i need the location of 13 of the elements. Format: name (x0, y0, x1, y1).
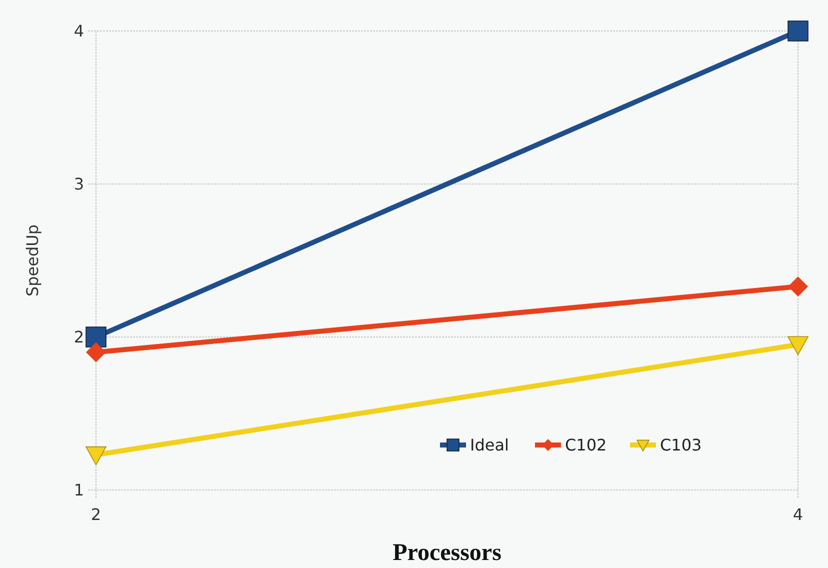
legend-label: C102 (565, 436, 607, 455)
y-tick-label: 2 (74, 328, 84, 347)
legend-label: Ideal (470, 436, 509, 455)
y-tick-label: 4 (74, 22, 84, 41)
legend-label: C103 (660, 436, 702, 455)
point (788, 276, 808, 297)
y-tick-label: 3 (74, 174, 84, 194)
y-tick-label: 1 (74, 480, 84, 500)
point (788, 20, 808, 42)
y-axis-title: SpeedUp (23, 224, 42, 297)
x-axis-title: Processors (392, 540, 502, 566)
point (86, 342, 106, 362)
point (86, 326, 106, 348)
